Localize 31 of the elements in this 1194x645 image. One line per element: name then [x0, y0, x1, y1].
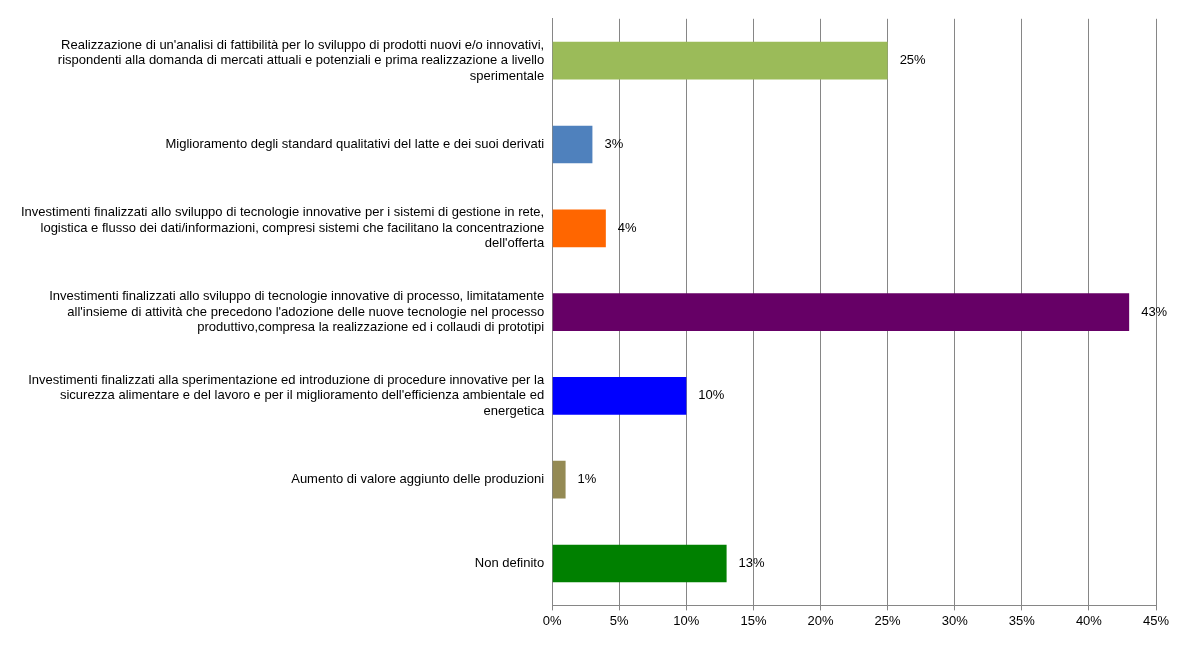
x-tick-label: 25%: [874, 612, 902, 628]
bar: [552, 460, 566, 499]
x-tick-label: 45%: [1142, 612, 1170, 628]
x-tick-label: 30%: [941, 612, 969, 628]
y-tick-label: Investimenti finalizzati alla sperimentazione ed introduzione di procedure innovative per la sicurezza alimentare e del lavoro e per il miglioramento dell'efficienza ambientale ed energetica: [28, 371, 545, 419]
data-label: 13%: [738, 555, 766, 571]
data-label: 10%: [698, 387, 725, 403]
y-tick-label: Investimenti finalizzati allo sviluppo di tecnologie innovative di processo, limitatamente all'insieme di attività che precedono l'adozione delle nuove tecnologie nel processo produttivo,compresa la realizzazione ed i collaudi di prototipi: [49, 288, 545, 335]
y-tick-label: Investimenti finalizzati allo sviluppo di tecnologie innovative per i sistemi di gestione in rete, logistica e flusso dei dati/informazioni, compresi sistemi che facilitano la concentrazione dell'offerta: [20, 204, 545, 251]
y-tick-label: Miglioramento degli standard qualitativi del latte e dei suoi derivati: [165, 136, 545, 152]
y-tick-label: Realizzazione di un'analisi di fattibilità per lo sviluppo di prodotti nuovi e/o innovativi, rispondenti alla domanda di mercati attuali e potenziali e prima realizzazione a livello sperimentale: [57, 36, 545, 83]
bar: [552, 41, 888, 80]
data-label: 3%: [604, 136, 624, 152]
bar: [552, 293, 1130, 331]
data-label: 4%: [617, 219, 638, 235]
y-tick-label: Aumento di valore aggiunto delle produzioni: [291, 471, 545, 487]
x-tick-label: 0%: [542, 612, 562, 628]
x-tick-label: 35%: [1008, 612, 1036, 628]
data-label: 43%: [1141, 303, 1168, 319]
bar: [552, 377, 687, 415]
y-tick-label: Non definito: [474, 555, 545, 571]
x-tick-label: 10%: [673, 612, 700, 628]
bar: [552, 125, 593, 164]
x-tick-label: 15%: [740, 612, 767, 628]
data-label: 25%: [899, 52, 927, 68]
data-label: 1%: [577, 471, 597, 487]
x-tick-label: 5%: [609, 612, 630, 628]
bar: [552, 209, 606, 248]
x-tick-label: 20%: [807, 612, 834, 628]
x-tick-label: 40%: [1075, 612, 1103, 628]
bar: [552, 544, 727, 583]
